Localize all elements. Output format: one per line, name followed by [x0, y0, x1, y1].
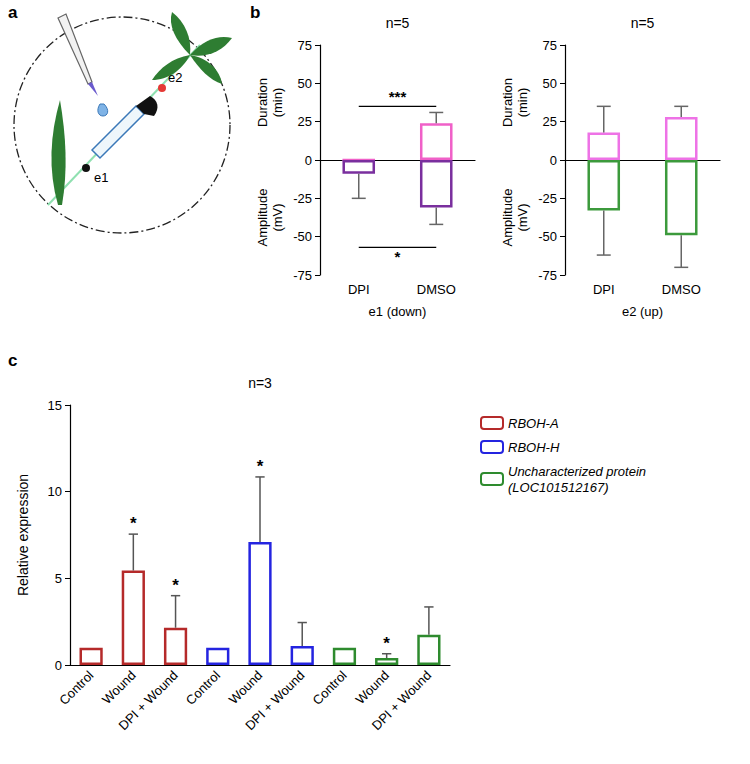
- svg-text:n=3: n=3: [248, 375, 272, 391]
- svg-text:5: 5: [55, 571, 62, 586]
- svg-text:Wound: Wound: [352, 668, 392, 708]
- svg-text:(mV): (mV): [270, 203, 285, 231]
- svg-text:Wound: Wound: [99, 668, 139, 708]
- svg-text:DMSO: DMSO: [662, 282, 701, 297]
- svg-text:RBOH-A: RBOH-A: [508, 416, 559, 431]
- svg-text:0: 0: [550, 153, 557, 168]
- svg-text:75: 75: [298, 38, 312, 53]
- svg-text:50: 50: [543, 76, 557, 91]
- svg-text:Control: Control: [310, 668, 350, 708]
- svg-text:75: 75: [543, 38, 557, 53]
- svg-text:c: c: [8, 351, 17, 370]
- svg-text:e1 (down): e1 (down): [369, 304, 427, 319]
- svg-text:e2: e2: [168, 70, 182, 85]
- svg-text:RBOH-H: RBOH-H: [508, 440, 560, 455]
- svg-text:n=5: n=5: [631, 15, 655, 31]
- svg-text:(LOC101512167): (LOC101512167): [508, 480, 608, 495]
- svg-text:DPI + Wound: DPI + Wound: [116, 668, 181, 733]
- svg-text:(min): (min): [270, 88, 285, 118]
- svg-text:0: 0: [55, 658, 62, 673]
- svg-text:a: a: [8, 3, 18, 22]
- svg-text:b: b: [250, 3, 260, 22]
- svg-text:Amplitude: Amplitude: [500, 189, 515, 247]
- svg-text:-25: -25: [538, 191, 557, 206]
- svg-text:Control: Control: [56, 668, 96, 708]
- svg-text:Relative expression: Relative expression: [15, 474, 31, 596]
- svg-text:*: *: [130, 514, 137, 533]
- svg-text:15: 15: [48, 398, 62, 413]
- svg-text:25: 25: [298, 114, 312, 129]
- svg-text:0: 0: [305, 153, 312, 168]
- svg-text:*: *: [395, 248, 401, 265]
- svg-text:***: ***: [389, 88, 407, 105]
- svg-text:*: *: [172, 576, 179, 595]
- svg-text:Control: Control: [183, 668, 223, 708]
- svg-text:n=5: n=5: [386, 15, 410, 31]
- svg-text:DPI + Wound: DPI + Wound: [369, 668, 434, 733]
- svg-text:Duration: Duration: [500, 78, 515, 127]
- svg-text:50: 50: [298, 76, 312, 91]
- svg-text:e2 (up): e2 (up): [622, 304, 663, 319]
- svg-text:-75: -75: [293, 268, 312, 283]
- svg-text:-50: -50: [538, 229, 557, 244]
- svg-text:Duration: Duration: [255, 78, 270, 127]
- svg-text:-50: -50: [293, 229, 312, 244]
- svg-text:-75: -75: [538, 268, 557, 283]
- svg-text:DPI: DPI: [348, 282, 370, 297]
- svg-text:DPI + Wound: DPI + Wound: [242, 668, 307, 733]
- svg-text:(min): (min): [515, 88, 530, 118]
- svg-text:25: 25: [543, 114, 557, 129]
- svg-text:Wound: Wound: [226, 668, 266, 708]
- svg-text:(mV): (mV): [515, 203, 530, 231]
- svg-text:10: 10: [48, 484, 62, 499]
- svg-text:-25: -25: [293, 191, 312, 206]
- svg-text:Amplitude: Amplitude: [255, 189, 270, 247]
- svg-text:*: *: [383, 634, 390, 653]
- svg-text:*: *: [257, 457, 264, 476]
- svg-text:Uncharacterized protein: Uncharacterized protein: [508, 464, 646, 479]
- svg-text:DMSO: DMSO: [417, 282, 456, 297]
- svg-text:e1: e1: [94, 170, 108, 185]
- svg-text:DPI: DPI: [593, 282, 615, 297]
